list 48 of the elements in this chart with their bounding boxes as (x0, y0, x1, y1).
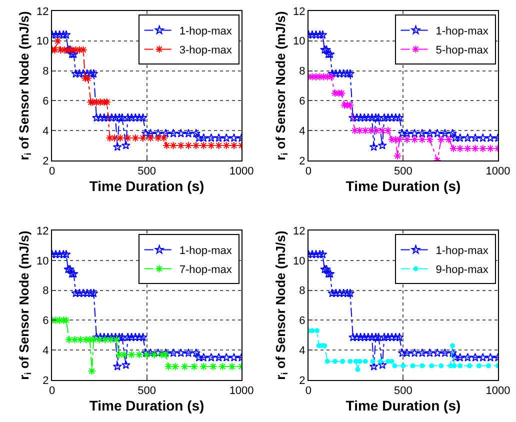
y-tick-label: 4 (42, 344, 49, 357)
legend-label: 7-hop-max (179, 264, 232, 276)
legend-label: 1-hop-max (179, 245, 232, 258)
x-axis-title: Time Duration (s) (89, 398, 204, 414)
x-tick-label: 1000 (486, 166, 510, 178)
y-tick-label: 2 (42, 155, 49, 168)
y-tick-label: 6 (299, 315, 306, 328)
x-tick-label: 1000 (229, 166, 254, 178)
x-tick-label: 500 (138, 385, 156, 398)
x-axis-title: Time Duration (s) (89, 178, 204, 194)
x-axis-title: Time Duration (s) (346, 178, 461, 194)
x-tick-label: 500 (394, 385, 412, 398)
y-tick-label: 8 (299, 66, 306, 78)
y-tick-label: 2 (299, 155, 306, 168)
y-tick-label: 8 (42, 66, 49, 78)
y-tick-label: 10 (293, 36, 306, 48)
legend-label: 5-hop-max (436, 44, 489, 56)
x-tick-label: 500 (138, 166, 156, 178)
y-tick-label: 12 (36, 225, 49, 238)
y-tick-label: 6 (42, 96, 49, 108)
y-tick-label: 2 (299, 374, 306, 387)
y-tick-label: 6 (299, 96, 306, 108)
y-tick-label: 6 (42, 315, 49, 328)
x-tick-label: 0 (305, 166, 312, 178)
x-tick-label: 500 (394, 166, 412, 178)
legend-label: 1-hop-max (436, 25, 489, 38)
y-tick-label: 4 (42, 125, 49, 138)
y-tick-label: 10 (293, 255, 306, 268)
y-tick-label: 8 (42, 285, 49, 298)
legend-label: 3-hop-max (179, 44, 232, 56)
y-tick-label: 10 (36, 255, 49, 268)
y-tick-label: 4 (299, 125, 306, 138)
x-tick-label: 0 (48, 385, 56, 398)
y-tick-label: 4 (299, 344, 306, 357)
x-tick-label: 1000 (486, 385, 510, 398)
y-tick-label: 8 (299, 285, 306, 298)
legend-label: 1-hop-max (179, 25, 232, 38)
y-tick-label: 2 (42, 374, 49, 387)
y-tick-label: 12 (36, 6, 49, 18)
y-tick-label: 10 (36, 36, 49, 48)
y-tick-label: 12 (293, 225, 306, 238)
x-tick-label: 0 (48, 166, 56, 178)
x-tick-label: 1000 (229, 385, 254, 398)
x-axis-title: Time Duration (s) (346, 398, 461, 414)
legend-label: 1-hop-max (436, 245, 489, 258)
x-tick-label: 0 (305, 385, 312, 398)
legend-label: 9-hop-max (436, 264, 489, 276)
y-tick-label: 12 (293, 6, 306, 18)
